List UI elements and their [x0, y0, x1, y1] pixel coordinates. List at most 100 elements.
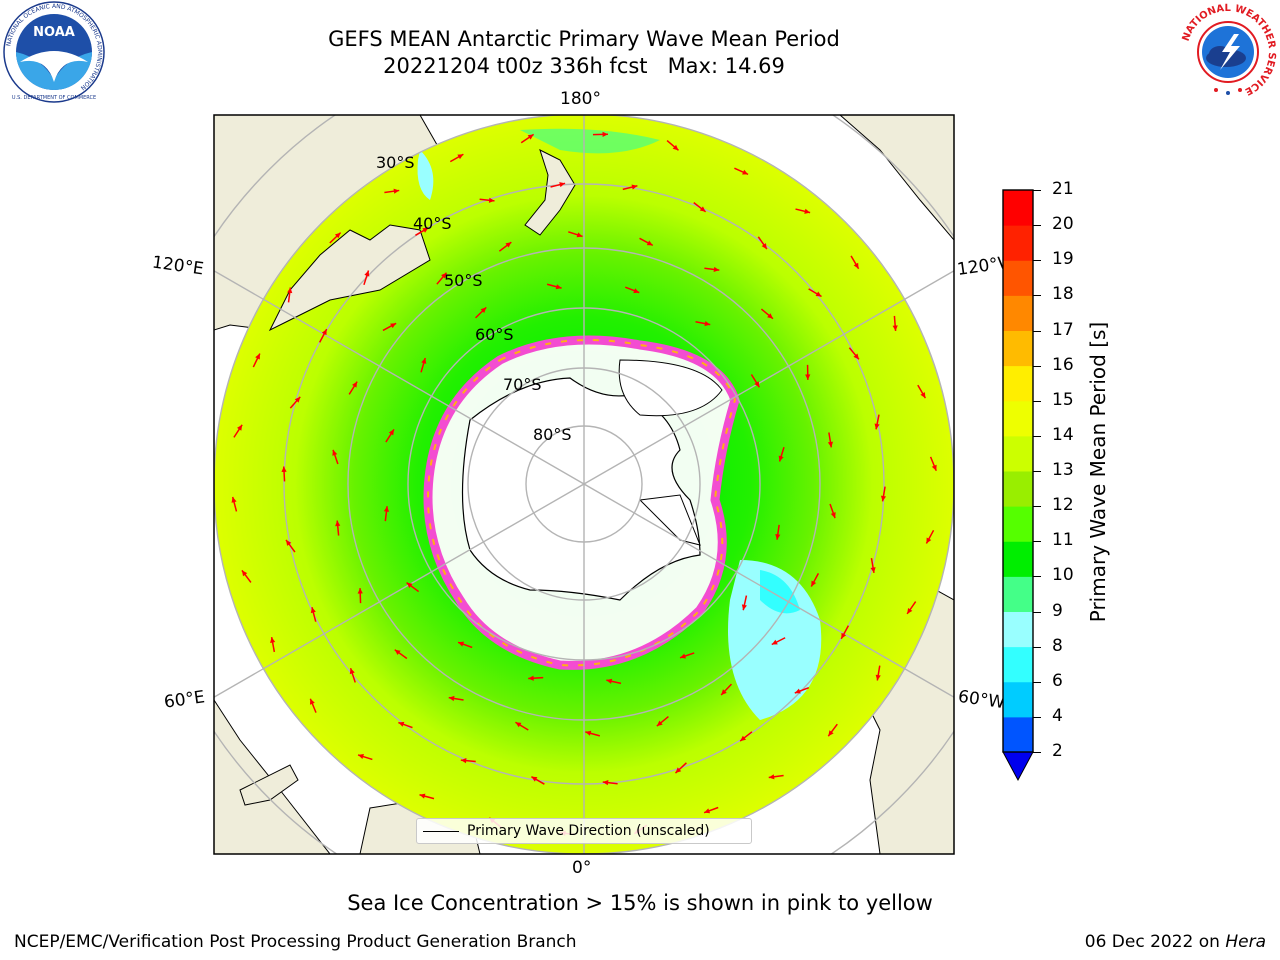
wave-direction-arrowhead — [699, 206, 706, 212]
wave-direction-arrowhead — [606, 678, 613, 684]
lat-label-70s: 70°S — [503, 375, 542, 394]
wave-direction-arrowhead — [892, 325, 898, 331]
wave-direction-arrowhead — [721, 689, 727, 695]
wave-direction-arrowhead — [827, 441, 833, 448]
wave-direction-arrowhead — [310, 607, 316, 614]
wave-direction-arrowhead — [332, 449, 338, 456]
colorbar-extend-arrow — [1002, 751, 1034, 782]
wave-direction-arrowhead — [349, 668, 355, 675]
wave-direction-arrowhead — [680, 653, 686, 659]
colorbar-segment — [1003, 471, 1033, 507]
wave-direction-arrowhead — [527, 134, 534, 140]
legend-label: Primary Wave Direction (unscaled) — [467, 823, 710, 839]
footer-date: 06 Dec 2022 on Hera — [1085, 932, 1266, 952]
wave-direction-arrowhead — [672, 144, 679, 151]
colorbar-segment — [1003, 260, 1033, 296]
colorbar-tick-label: 21 — [1052, 179, 1074, 199]
wave-direction-arrowhead — [364, 270, 370, 277]
colorbar-tick-mark — [1033, 225, 1041, 227]
colorbar-tick-mark — [1033, 752, 1041, 753]
wave-direction-arrowhead — [646, 240, 653, 246]
wave-direction-arrowhead — [358, 754, 364, 760]
wave-direction-arrowhead — [841, 632, 847, 639]
wave-direction-arrowhead — [457, 154, 464, 160]
colorbar-tick-mark — [1033, 400, 1041, 402]
colorbar-tick-mark — [1033, 506, 1041, 508]
colorbar-tick-mark — [1033, 646, 1041, 648]
noaa-logo-text: NOAA — [33, 25, 75, 40]
wave-direction-arrowhead — [576, 232, 583, 238]
colorbar-tick-mark — [1033, 190, 1041, 191]
wave-direction-arrowhead — [393, 188, 400, 194]
wave-direction-arrowhead — [231, 496, 237, 503]
footer-date-text: 06 Dec 2022 on — [1084, 932, 1226, 952]
wave-direction-arrowhead — [255, 353, 260, 360]
wave-direction-arrowhead — [804, 208, 811, 214]
chart-title: GEFS MEAN Antarctic Primary Wave Mean Pe… — [328, 27, 840, 51]
wave-direction-arrowhead — [815, 291, 822, 297]
colorbar-tick-label: 16 — [1052, 354, 1074, 375]
lon-label-180: 180° — [560, 89, 601, 109]
lat-label-30s: 30°S — [376, 153, 415, 172]
wave-direction-arrowhead — [880, 495, 887, 502]
colorbar-tick-mark — [1033, 471, 1041, 472]
colorbar-tick-label: 11 — [1052, 530, 1074, 551]
low-period-region — [728, 560, 822, 720]
wave-direction-arrowhead — [286, 539, 292, 546]
wave-direction-arrowhead — [805, 374, 811, 380]
wave-direction-arrowhead — [555, 284, 562, 290]
wave-direction-arrowhead — [853, 262, 859, 269]
wave-direction-arrowhead — [394, 649, 401, 655]
footer-machine: Hera — [1225, 932, 1266, 952]
map-frame — [213, 114, 955, 855]
wave-direction-arrowhead — [742, 169, 749, 175]
colorbar-tick-label: 8 — [1052, 635, 1063, 656]
wave-direction-arrowhead — [559, 182, 566, 188]
colorbar-tick-label: 19 — [1052, 249, 1074, 270]
colorbar-tick-label: 18 — [1052, 284, 1074, 305]
wave-direction-arrowhead — [505, 242, 512, 248]
colorbar-segment — [1003, 400, 1033, 437]
wave-direction-arrowhead — [811, 580, 817, 587]
lon-label-0: 0° — [572, 858, 592, 878]
wave-direction-arrowhead — [287, 287, 293, 294]
colorbar-segment — [1003, 611, 1033, 648]
wave-direction-arrowhead — [602, 780, 609, 786]
wave-direction-arrowhead — [241, 570, 248, 577]
wave-direction-arrowhead — [768, 774, 775, 780]
colorbar-tick-label: 15 — [1052, 389, 1074, 410]
wave-direction-arrowhead — [767, 313, 773, 319]
wave-direction-arrowhead — [741, 604, 747, 611]
wave-direction-arrowhead — [778, 455, 784, 462]
lat-label-80s: 80°S — [533, 425, 572, 444]
colorbar-segment — [1003, 576, 1033, 612]
wave-direction-arrowhead — [602, 131, 608, 137]
noaa-bottom-text: U.S. DEPARTMENT OF COMMERCE — [12, 95, 96, 101]
colorbar-segment — [1003, 435, 1033, 472]
wave-direction-arrowhead — [515, 722, 522, 728]
wave-direction-arrowhead — [480, 307, 487, 314]
lat-label-60s: 60°S — [475, 325, 514, 344]
graticule — [214, 115, 954, 854]
wave-direction-arrowhead — [488, 197, 495, 203]
colorbar — [1002, 189, 1034, 782]
wave-direction-arrowhead — [531, 776, 538, 782]
wave-direction-arrowhead — [920, 392, 926, 399]
wave-direction-arrowhead — [931, 464, 937, 471]
wave-direction-arrowhead — [870, 567, 876, 573]
colorbar-segment — [1003, 365, 1033, 402]
colorbar-tick-mark — [1033, 541, 1041, 543]
noaa-seal-icon: NATIONAL OCEANIC AND ATMOSPHERIC ADMINIS… — [3, 1, 105, 103]
colorbar-tick-mark — [1033, 611, 1041, 613]
colorbar-tick-label: 13 — [1052, 460, 1074, 480]
colorbar-segment — [1003, 716, 1033, 753]
chart-subtitle: 20221204 t00z 336h fcst Max: 14.69 — [383, 54, 785, 78]
colorbar-tick-label: 2 — [1052, 741, 1063, 761]
wave-direction-arrowhead — [352, 381, 358, 388]
lat-label-50s: 50°S — [444, 271, 483, 290]
antarctica — [423, 335, 740, 670]
wave-direction-arrowhead — [926, 537, 932, 544]
wave-direction-arrowhead — [771, 639, 778, 645]
wave-direction-arrowhead — [270, 637, 276, 643]
wave-direction-arrowhead — [406, 582, 413, 588]
